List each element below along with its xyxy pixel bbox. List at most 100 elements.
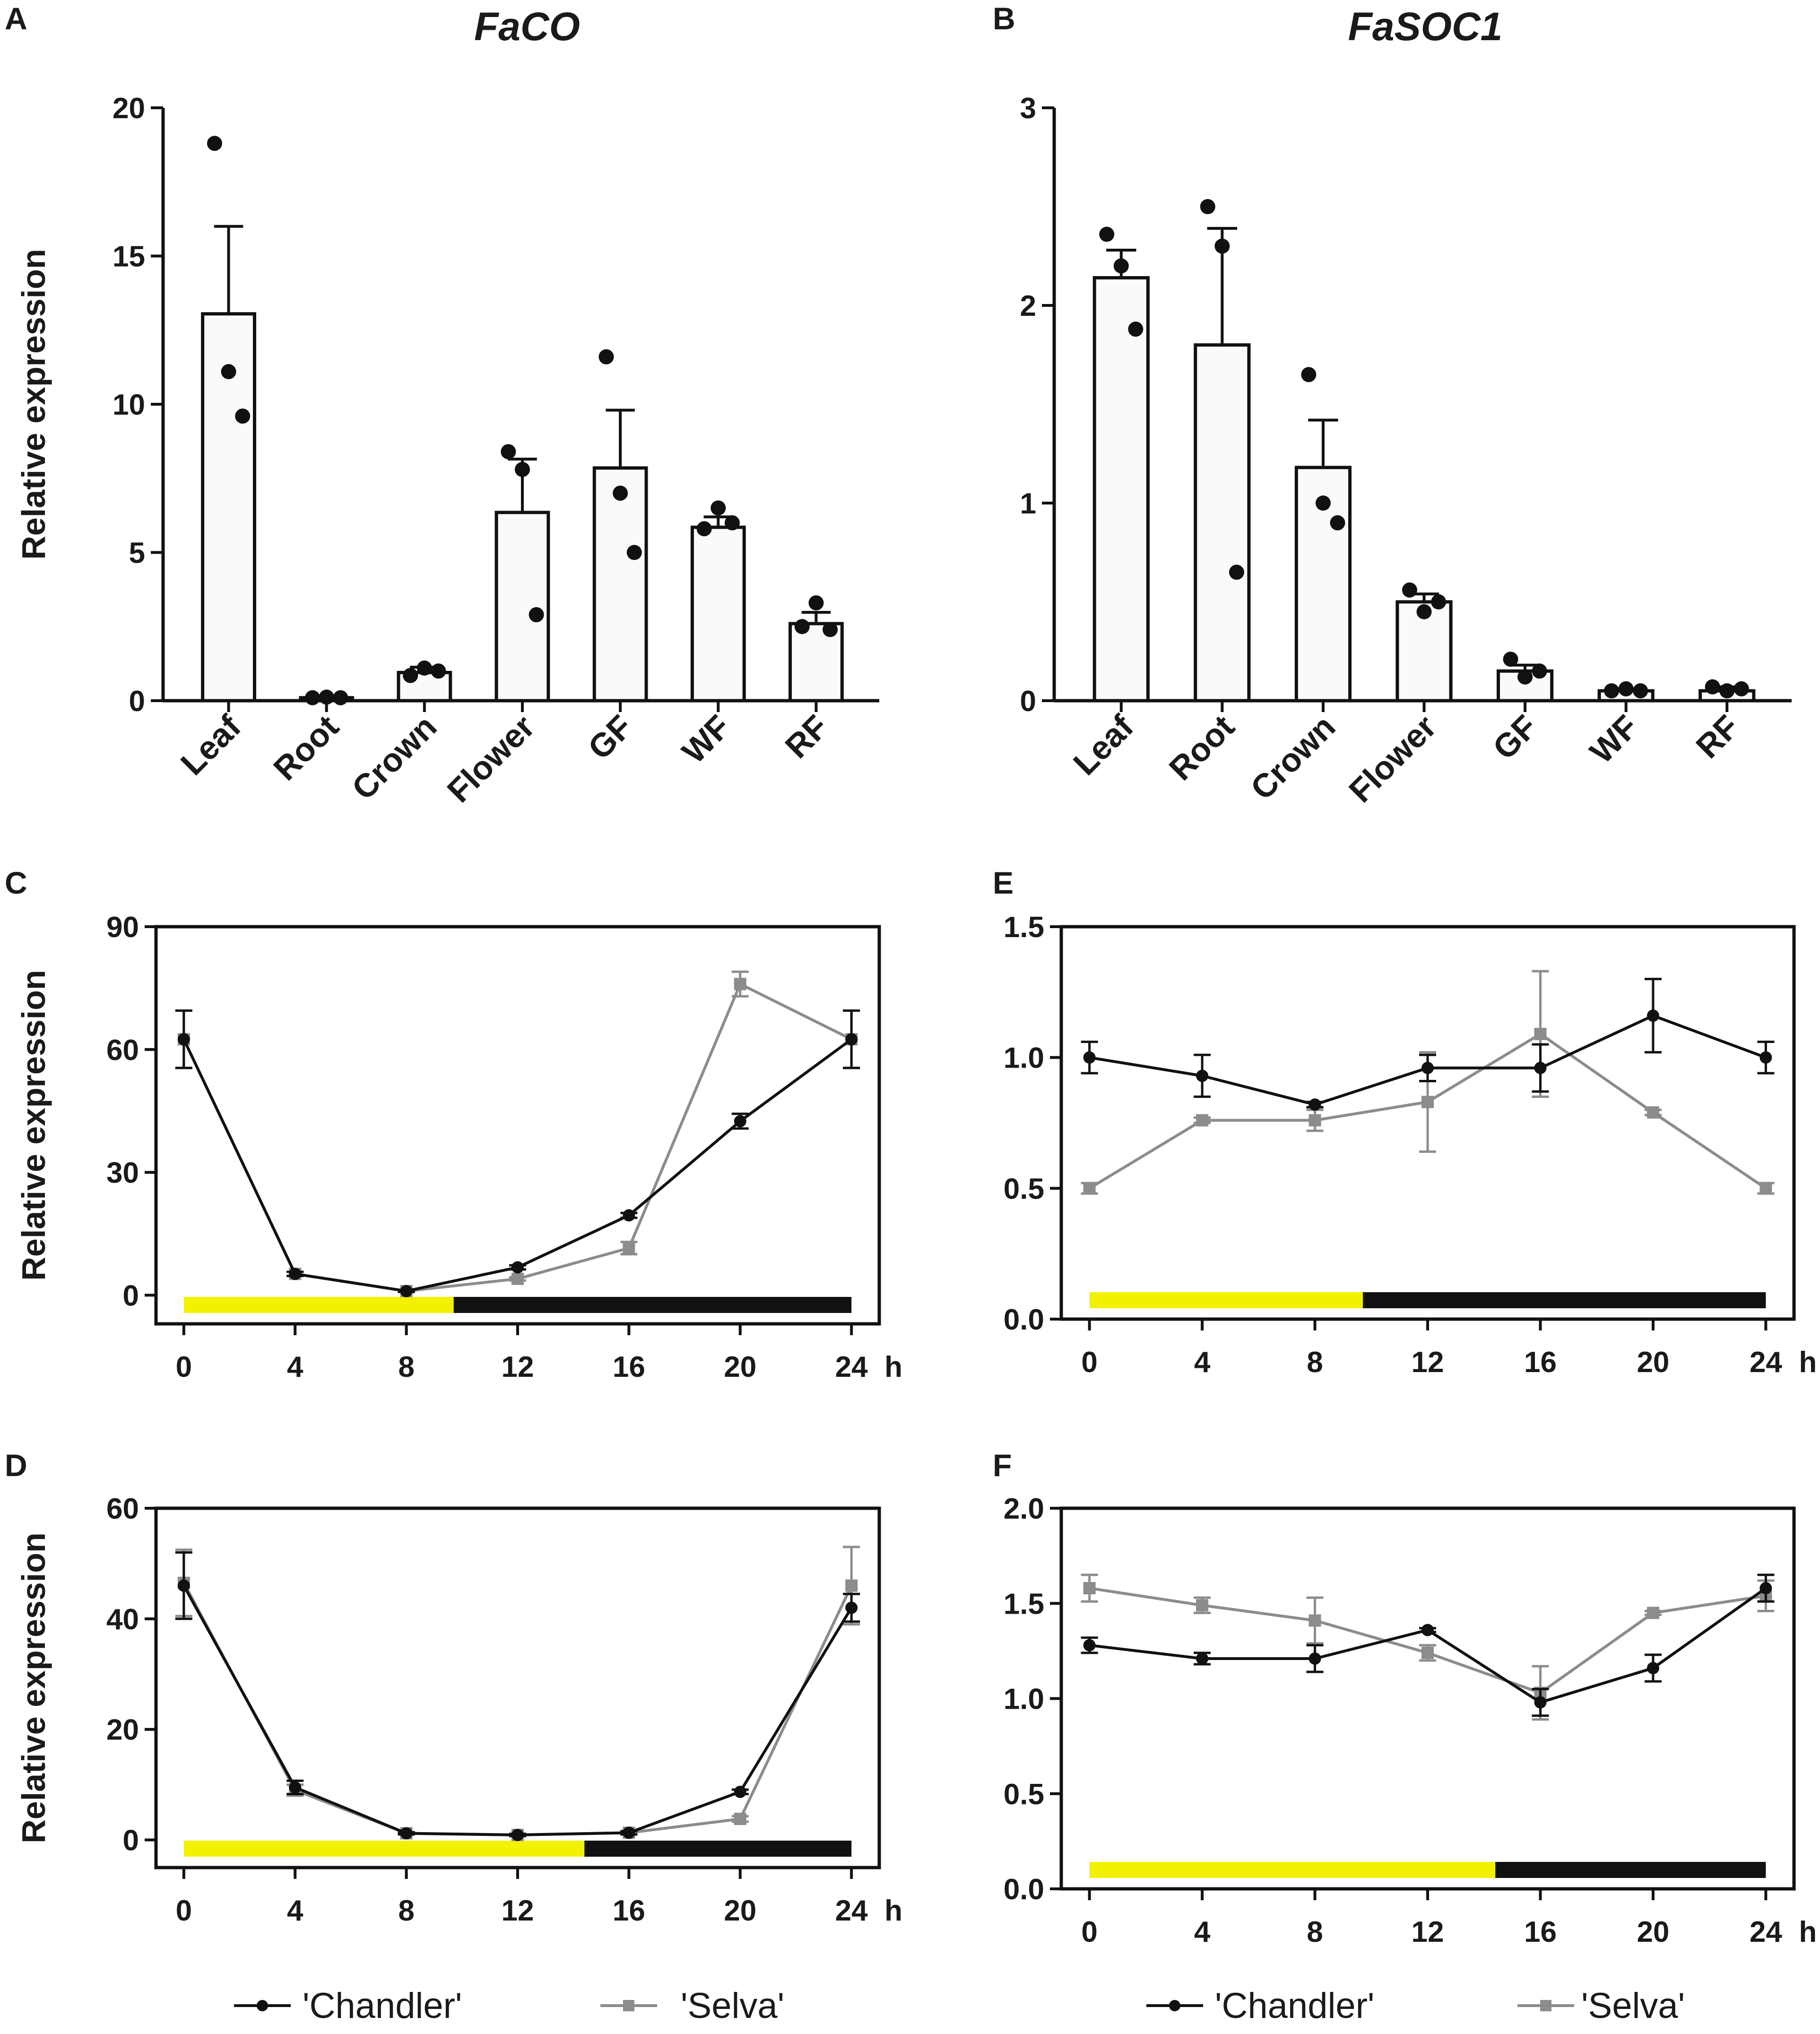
data-point-selva (1196, 1114, 1209, 1127)
x-tick-label: 0 (176, 1895, 192, 1927)
data-point-chandler (177, 1033, 190, 1046)
bar (690, 525, 746, 703)
data-point-selva (623, 1242, 635, 1254)
data-point (319, 689, 334, 705)
data-point (1416, 604, 1432, 619)
legend-selva-label-right: 'Selva' (1581, 1986, 1685, 2026)
legend-selva-marker-right (1540, 2000, 1551, 2011)
category-label: Leaf (173, 708, 248, 782)
data-point-selva (734, 1813, 746, 1825)
y-tick-label: 0 (129, 685, 145, 718)
x-axis-unit: h (1799, 1346, 1817, 1379)
x-tick-label: 20 (724, 1351, 756, 1383)
data-point (1315, 495, 1331, 511)
data-point-chandler (845, 1033, 858, 1046)
x-tick-label: 24 (835, 1895, 868, 1927)
panel-letter: C (5, 865, 27, 900)
data-point (1301, 367, 1317, 382)
x-tick-label: 20 (724, 1895, 756, 1927)
data-point-chandler (1534, 1696, 1547, 1709)
data-point (1733, 681, 1749, 696)
light-period-bar (1089, 1292, 1363, 1308)
data-point-selva (1647, 1607, 1659, 1619)
data-point-chandler (511, 1261, 524, 1274)
y-tick-label: 0.0 (1004, 1304, 1044, 1336)
y-tick-label: 0.5 (1004, 1173, 1044, 1205)
y-tick-label: 20 (106, 1714, 139, 1747)
data-point (1113, 258, 1129, 274)
bar (1092, 276, 1150, 703)
data-point-selva (1196, 1599, 1209, 1612)
data-point (1128, 322, 1144, 337)
data-point-chandler (734, 1785, 746, 1798)
y-tick-label: 1.0 (1004, 1042, 1044, 1075)
x-tick-label: 0 (176, 1351, 192, 1383)
data-point (711, 500, 726, 516)
data-point (1705, 679, 1720, 695)
data-point (1618, 681, 1634, 696)
plot-frame (154, 1506, 881, 1869)
category-label: GF (581, 708, 640, 766)
y-tick-label: 20 (113, 92, 145, 125)
y-tick-label: 3 (1020, 92, 1036, 125)
y-tick-label: 1.5 (1004, 1588, 1044, 1620)
data-point (207, 136, 222, 151)
light-period-bar (1089, 1862, 1496, 1878)
y-tick-label: 5 (129, 537, 145, 570)
y-tick-label: 15 (113, 241, 145, 273)
series-line-selva (182, 1582, 853, 1837)
data-point-chandler (1083, 1639, 1096, 1652)
data-point-selva (1083, 1582, 1096, 1595)
x-tick-label: 16 (1524, 1916, 1557, 1948)
gene-title: FaCO (474, 4, 580, 49)
plot-frame (1059, 1506, 1796, 1891)
x-tick-label: 12 (1412, 1916, 1444, 1948)
data-point-selva (1759, 1182, 1772, 1195)
category-label: GF (1486, 708, 1544, 766)
data-point (598, 349, 614, 365)
bar (1194, 343, 1251, 703)
light-period-bar (183, 1841, 585, 1857)
data-point-chandler (1421, 1061, 1434, 1074)
data-point (1604, 683, 1620, 699)
data-point (1503, 652, 1518, 667)
y-tick-label: 10 (113, 389, 145, 421)
data-point-selva (845, 1579, 858, 1592)
panel-e: E 0.0 0.5 1.0 1.5 0 4 8 12 16 20 24 h (993, 865, 1817, 1379)
bar (789, 622, 844, 703)
data-point-selva (1421, 1646, 1434, 1659)
x-tick-label: 24 (835, 1351, 868, 1383)
series-line-selva (182, 982, 852, 1293)
dark-period-bar (1495, 1862, 1766, 1878)
y-tick-label: 60 (106, 1034, 139, 1067)
y-tick-label: 0.5 (1004, 1778, 1044, 1811)
x-tick-label: 4 (1194, 1916, 1211, 1948)
x-tick-label: 20 (1637, 1346, 1669, 1379)
data-point-chandler (289, 1781, 302, 1794)
x-tick-label: 4 (287, 1895, 303, 1927)
y-axis-label: Relative expression (15, 249, 52, 560)
data-point-selva (511, 1272, 524, 1285)
data-point-chandler (1647, 1009, 1659, 1022)
x-tick-label: 4 (1194, 1346, 1211, 1379)
light-period-bar (183, 1297, 454, 1313)
data-point-chandler (623, 1826, 635, 1839)
x-tick-label: 0 (1081, 1916, 1097, 1948)
data-point-selva (734, 978, 746, 991)
y-axis-label: Relative expression (15, 970, 52, 1281)
legend-left: 'Chandler' 'Selva' (234, 1986, 784, 2026)
panel-letter: D (5, 1448, 27, 1483)
x-tick-label: 8 (1307, 1916, 1323, 1948)
bar (494, 511, 550, 703)
data-point (1402, 582, 1417, 598)
data-point-chandler (1196, 1069, 1209, 1082)
category-label: Root (1162, 708, 1241, 787)
series-line-chandler (182, 1038, 852, 1293)
y-tick-label: 1 (1020, 487, 1036, 520)
x-axis-unit: h (884, 1895, 902, 1927)
bar (592, 466, 648, 703)
series-line-selva (1089, 1587, 1766, 1695)
x-tick-label: 8 (398, 1895, 414, 1927)
category-label: WF (1583, 708, 1645, 770)
